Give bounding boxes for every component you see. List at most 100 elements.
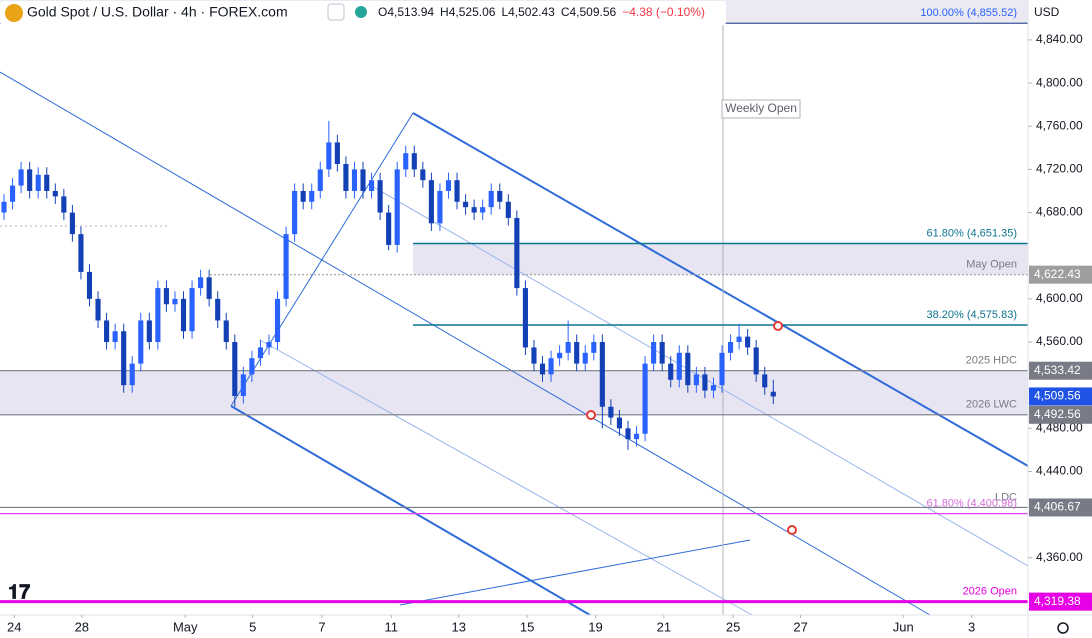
- ohlc-value: H4,525.06: [440, 5, 496, 19]
- candle-body: [61, 196, 67, 213]
- y-tick-label: 4,680.00: [1036, 205, 1083, 219]
- channel-lower: [230, 405, 591, 616]
- candle-body: [163, 288, 169, 305]
- price-badge: [1029, 498, 1092, 517]
- candle-body: [514, 217, 520, 289]
- candle-body: [574, 342, 580, 364]
- symbol-icon: [5, 4, 23, 22]
- candle-body: [394, 169, 400, 245]
- candle-body: [488, 190, 494, 208]
- candle-body: [155, 288, 161, 343]
- candle-body: [497, 190, 503, 202]
- candle-body: [616, 417, 622, 429]
- candle-body: [454, 180, 460, 202]
- candle-body: [727, 342, 734, 353]
- x-tick-label: 3: [968, 619, 975, 634]
- candle-body: [710, 385, 717, 391]
- settings[interactable]: [1057, 622, 1069, 634]
- channel-upper: [412, 112, 1029, 467]
- price-badge: [1029, 265, 1092, 284]
- candle-body: [676, 352, 682, 380]
- x-tick-label: 13: [452, 619, 466, 634]
- candle-body: [633, 433, 640, 440]
- candle-body: [625, 428, 631, 440]
- candle-body: [180, 298, 187, 332]
- candle-body: [300, 190, 306, 202]
- y-tick-label: 4,760.00: [1036, 118, 1083, 132]
- level-label: 61.80% (4,651.35): [926, 227, 1017, 239]
- candle-body: [599, 342, 605, 407]
- candle-body: [651, 342, 657, 364]
- candle-body: [377, 180, 383, 213]
- channel-line: [0, 71, 931, 616]
- candle-body: [420, 169, 426, 181]
- candle-body: [445, 180, 452, 191]
- candle-body: [531, 347, 537, 364]
- x-tick-label: 19: [588, 619, 602, 634]
- candle-body: [386, 212, 392, 245]
- candle-body: [668, 363, 674, 380]
- trendlines: [0, 22, 1029, 616]
- zone: [0, 370, 1028, 415]
- candle-body: [95, 298, 101, 321]
- slope-line: [399, 539, 751, 606]
- candle-body: [317, 169, 323, 191]
- candle-body: [104, 320, 110, 343]
- candle-body: [343, 164, 349, 191]
- level-label: 2025 HDC: [966, 355, 1017, 367]
- candle-body: [309, 190, 315, 202]
- candle-body: [112, 331, 118, 343]
- y-tick-label: 4,360.00: [1036, 550, 1083, 564]
- y-tick-label: 4,480.00: [1036, 421, 1083, 435]
- candle-body: [18, 169, 24, 186]
- candle-body: [138, 320, 144, 364]
- markers: [586, 321, 797, 535]
- candle-body: [292, 190, 298, 235]
- currency[interactable]: USD: [1034, 5, 1060, 19]
- minimize[interactable]: [327, 3, 345, 21]
- ohlc-value: L4,502.43: [501, 5, 555, 19]
- level-label: 100.00% (4,855.52): [920, 7, 1017, 19]
- candle-body: [548, 358, 554, 375]
- candle-body: [10, 185, 16, 202]
- touch-marker: [773, 321, 783, 331]
- median-line: [259, 339, 753, 616]
- candle-body: [35, 174, 41, 191]
- level-label: May Open: [966, 259, 1017, 271]
- candle-body: [505, 201, 511, 218]
- level-label: LDC: [995, 491, 1017, 503]
- candle-body: [591, 342, 597, 353]
- candle-body: [189, 288, 195, 332]
- price-badge: [1029, 592, 1092, 611]
- candle-body: [129, 363, 135, 386]
- candle-body: [745, 336, 751, 348]
- level-label: 38.20% (4,575.83): [926, 309, 1017, 321]
- candle-body: [557, 352, 563, 359]
- candle-body: [283, 234, 289, 299]
- x-tick-label: May: [173, 619, 198, 634]
- candle-body: [360, 169, 366, 191]
- y-tick-label: 4,800.00: [1036, 75, 1083, 89]
- price-badge-label: 4,319.38: [1034, 594, 1081, 608]
- candle-body: [659, 342, 665, 364]
- x-tick-label: 24: [7, 619, 21, 634]
- level-label: 2026 LWC: [966, 399, 1017, 411]
- candle-body: [702, 374, 708, 391]
- candle-body: [334, 142, 340, 164]
- symbol-title[interactable]: Gold Spot / U.S. Dollar · 4h · FOREX.com: [27, 4, 288, 20]
- median-line: [369, 184, 1029, 567]
- ohlc-value: −4.38 (−0.10%): [622, 5, 705, 19]
- price-badge-label: 4,622.43: [1034, 267, 1081, 281]
- x-tick-label: 27: [793, 619, 807, 634]
- candle-body: [403, 153, 409, 170]
- candle-body: [52, 190, 58, 197]
- candle-body: [257, 347, 264, 359]
- candle-body: [463, 201, 469, 208]
- x-tick-label: 11: [384, 619, 398, 634]
- x-tick-label: 25: [726, 619, 740, 634]
- annotation: Weekly Open: [725, 101, 797, 115]
- y-tick-label: 4,840.00: [1036, 32, 1083, 46]
- level-label: 61.80% (4,400.98): [926, 498, 1017, 510]
- candle-body: [762, 374, 768, 388]
